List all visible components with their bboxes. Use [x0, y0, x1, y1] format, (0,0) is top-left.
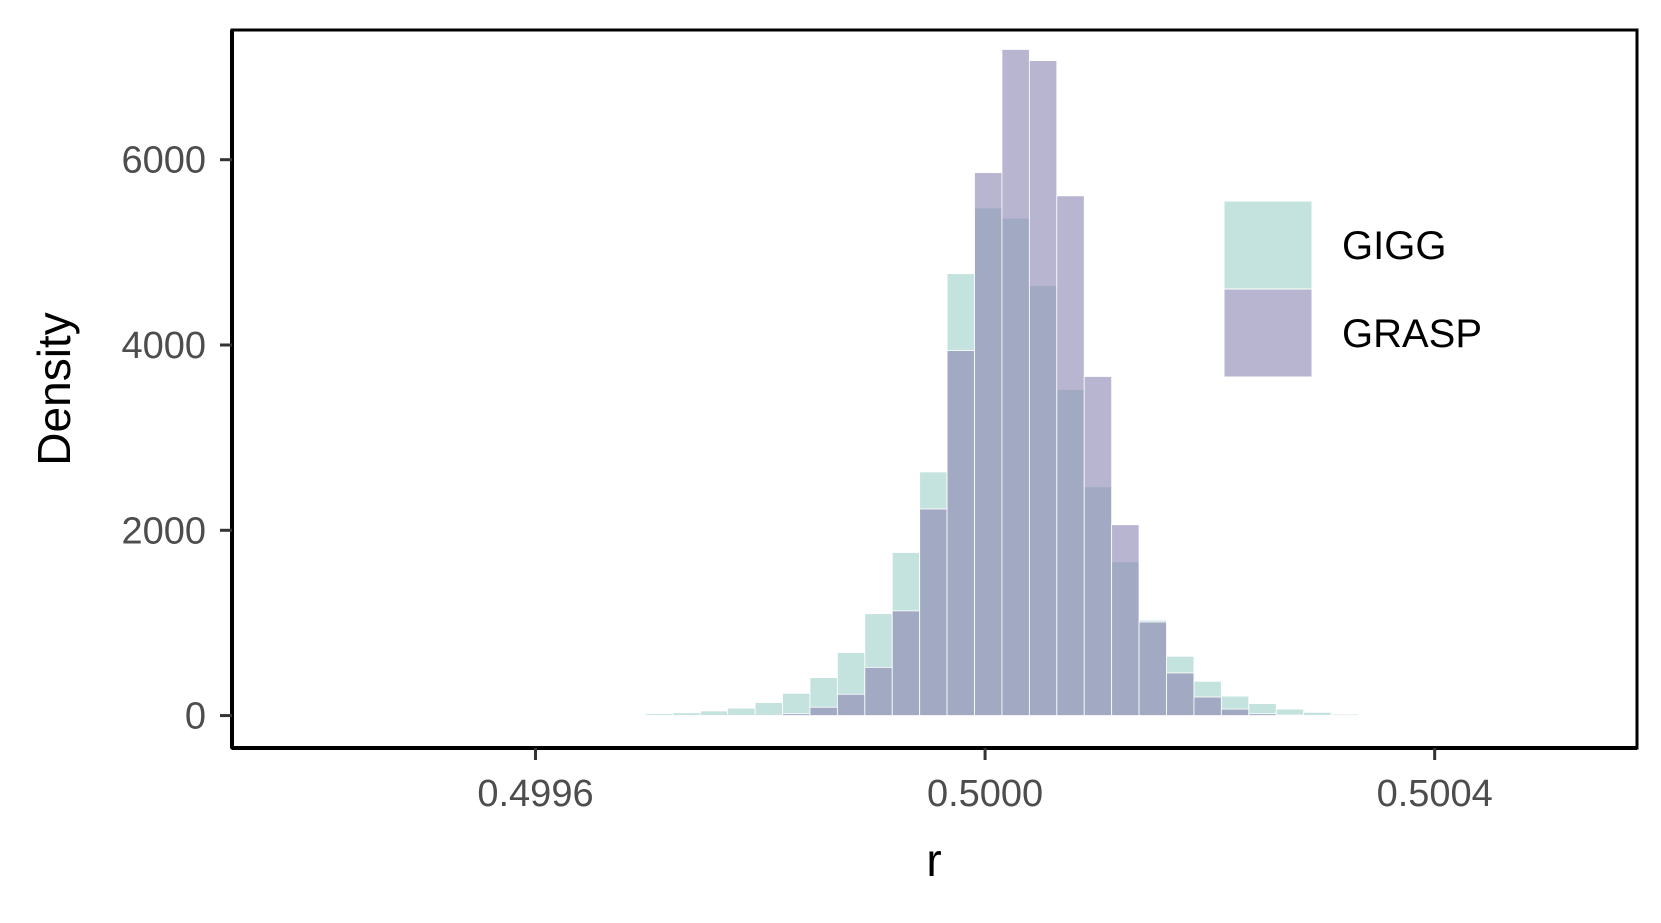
bar-grasp-39	[1385, 715, 1414, 717]
bar-grasp-3	[398, 715, 427, 717]
y-tick-label: 2000	[121, 510, 206, 552]
bar-grasp-42	[1467, 715, 1497, 717]
y-tick-label: 4000	[121, 325, 206, 367]
x-tick-label: 0.5000	[927, 773, 1043, 815]
x-axis-title: r	[926, 834, 941, 886]
bar-grasp-26	[1028, 60, 1058, 716]
bar-grasp-7	[507, 715, 537, 717]
bar-grasp-47	[1604, 715, 1634, 717]
bar-grasp-10	[590, 715, 619, 717]
bar-grasp-37	[1330, 715, 1359, 717]
x-tick-label: 0.5004	[1377, 773, 1493, 815]
bar-grasp-14	[699, 715, 729, 717]
bar-gigg-13	[672, 712, 701, 716]
bar-grasp-48	[1632, 715, 1661, 717]
bar-grasp-43	[1495, 715, 1524, 717]
bar-grasp-41	[1440, 715, 1469, 717]
bar-grasp-28	[1083, 376, 1113, 716]
bar-grasp-45	[1550, 715, 1579, 717]
legend-key-gigg	[1223, 200, 1313, 290]
y-axis-title: Density	[28, 312, 80, 465]
bar-grasp-40	[1412, 715, 1442, 717]
bar-gigg-15	[727, 707, 756, 716]
bar-grasp-20	[864, 667, 893, 716]
bar-grasp-30	[1138, 621, 1167, 716]
bar-grasp-33	[1220, 708, 1250, 716]
bar-grasp-11	[617, 715, 646, 717]
bar-grasp-24	[974, 172, 1003, 716]
y-tick-label: 0	[185, 696, 206, 738]
bar-gigg-17	[782, 692, 811, 716]
bar-grasp-22	[919, 508, 948, 716]
bar-grasp-23	[946, 350, 975, 716]
bar-grasp-2	[370, 715, 399, 717]
bar-grasp-46	[1577, 715, 1606, 717]
series-grasp	[315, 49, 1661, 717]
bar-grasp-25	[1001, 49, 1030, 716]
bar-grasp-1	[343, 715, 372, 717]
bar-grasp-27	[1056, 195, 1085, 716]
y-tick-label: 6000	[121, 140, 206, 182]
bar-gigg-35	[1275, 708, 1305, 716]
bar-grasp-4	[425, 715, 454, 717]
bar-grasp-0	[315, 715, 345, 717]
legend-label-grasp: GRASP	[1342, 312, 1482, 356]
bar-grasp-16	[754, 715, 783, 717]
bar-grasp-21	[891, 610, 921, 716]
legend: GIGG GRASP	[1223, 200, 1482, 378]
x-tick-label: 0.4996	[477, 773, 593, 815]
bar-grasp-44	[1522, 715, 1551, 717]
bar-grasp-18	[809, 706, 838, 716]
bar-gigg-16	[754, 702, 783, 716]
bar-grasp-6	[480, 715, 509, 717]
bar-grasp-29	[1111, 524, 1140, 716]
bar-grasp-12	[645, 715, 674, 717]
bar-grasp-36	[1303, 715, 1332, 717]
bar-grasp-8	[535, 715, 564, 717]
bar-grasp-17	[782, 713, 811, 716]
bar-gigg-14	[699, 710, 729, 716]
bar-grasp-13	[672, 715, 701, 717]
histogram-bars	[315, 49, 1661, 717]
axes: 0.4996 0.5000 0.5004 0 2000 4000 6000	[121, 30, 1637, 815]
bar-grasp-5	[453, 715, 482, 717]
bar-grasp-34	[1248, 713, 1277, 716]
legend-label-gigg: GIGG	[1342, 224, 1446, 268]
bar-grasp-9	[562, 715, 591, 717]
bar-grasp-19	[836, 693, 866, 716]
bar-grasp-31	[1166, 672, 1195, 716]
bar-grasp-15	[727, 715, 756, 717]
bar-gigg-36	[1303, 711, 1332, 716]
bar-grasp-35	[1275, 714, 1305, 717]
bar-grasp-38	[1358, 715, 1387, 717]
legend-key-grasp	[1223, 288, 1313, 378]
bar-grasp-32	[1193, 696, 1222, 716]
